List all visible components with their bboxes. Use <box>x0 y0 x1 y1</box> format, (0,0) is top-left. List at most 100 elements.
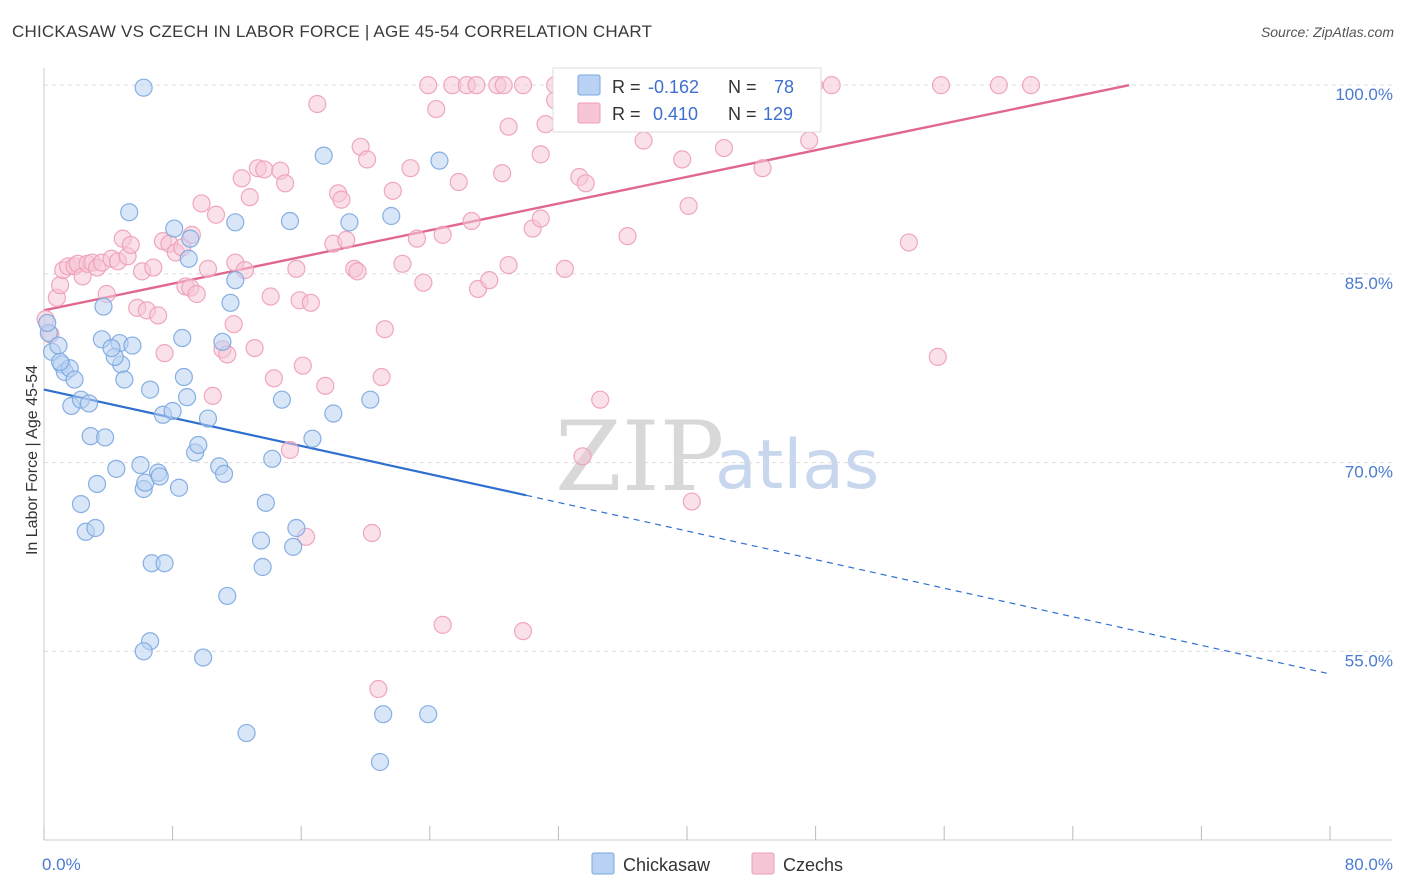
point-czechs <box>433 615 452 634</box>
point-chickasaw <box>71 494 91 514</box>
point-czechs <box>800 131 819 150</box>
point-czechs <box>240 188 259 207</box>
point-chickasaw <box>150 467 169 486</box>
y-axis-label: In Labor Force | Age 45-54 <box>24 365 41 555</box>
stats-legend-r-value-2: 0.410 <box>653 104 698 124</box>
point-czechs <box>679 196 698 216</box>
point-chickasaw <box>314 146 333 165</box>
point-czechs <box>198 259 218 278</box>
point-chickasaw <box>79 394 99 413</box>
point-czechs <box>419 76 438 95</box>
point-chickasaw <box>179 249 198 268</box>
point-czechs <box>531 145 550 164</box>
point-czechs <box>187 284 206 304</box>
data-points <box>36 76 1041 772</box>
y-tick-labels: 100.0% 85.0% 70.0% 55.0% <box>1335 85 1393 670</box>
x-tick-label-min: 0.0% <box>42 855 81 874</box>
legend-swatch-chickasaw <box>591 852 615 875</box>
point-czechs <box>634 131 653 150</box>
point-czechs <box>224 315 243 334</box>
point-chickasaw <box>177 388 197 407</box>
point-czechs <box>358 150 377 169</box>
point-chickasaw <box>115 370 134 389</box>
point-czechs <box>393 254 412 273</box>
point-czechs <box>462 211 481 231</box>
point-chickasaw <box>174 367 193 387</box>
point-czechs <box>899 233 918 252</box>
point-czechs <box>121 235 140 255</box>
point-chickasaw <box>430 151 449 170</box>
source-note: Source: ZipAtlas.com <box>1260 24 1394 40</box>
point-chickasaw <box>169 478 189 497</box>
point-czechs <box>337 230 356 250</box>
trendline-chickasaw-dashed <box>526 494 1331 675</box>
point-czechs <box>316 376 335 395</box>
stats-legend-r-label-2: R = <box>612 104 641 124</box>
stats-legend-n-label-1: N = <box>728 77 757 97</box>
point-chickasaw <box>134 642 153 661</box>
point-chickasaw <box>65 370 84 389</box>
point-czechs <box>149 306 168 325</box>
point-czechs <box>573 447 592 466</box>
point-chickasaw <box>198 409 218 428</box>
point-chickasaw <box>87 474 107 494</box>
point-czechs <box>50 276 70 295</box>
point-czechs <box>433 225 452 244</box>
point-chickasaw <box>214 464 234 484</box>
point-czechs <box>261 287 280 306</box>
point-chickasaw <box>324 404 343 423</box>
point-czechs <box>931 76 951 95</box>
point-czechs <box>480 271 499 290</box>
point-chickasaw <box>165 219 184 238</box>
point-czechs <box>308 94 327 114</box>
point-czechs <box>369 679 388 699</box>
point-chickasaw <box>237 723 256 743</box>
point-chickasaw <box>340 213 359 232</box>
point-czechs <box>255 160 274 179</box>
point-czechs <box>332 190 351 209</box>
point-czechs <box>449 172 468 192</box>
point-czechs <box>714 138 734 158</box>
point-czechs <box>401 159 420 178</box>
point-chickasaw <box>213 332 232 351</box>
point-chickasaw <box>49 336 68 355</box>
point-czechs <box>531 209 550 228</box>
axes <box>43 68 1392 841</box>
point-czechs <box>513 622 533 641</box>
point-chickasaw <box>94 297 113 316</box>
point-chickasaw <box>226 213 245 232</box>
point-czechs <box>989 76 1008 95</box>
point-chickasaw <box>218 586 237 606</box>
point-czechs <box>144 258 163 277</box>
stats-legend-r-value-1: -0.162 <box>648 77 699 97</box>
point-czechs <box>383 181 402 200</box>
point-chickasaw <box>38 313 57 333</box>
point-czechs <box>753 159 772 178</box>
point-czechs <box>348 262 367 281</box>
point-czechs <box>499 117 518 136</box>
point-czechs <box>203 386 222 406</box>
chart-title: CHICKASAW VS CZECH IN LABOR FORCE | AGE … <box>12 22 653 41</box>
point-chickasaw <box>419 705 438 724</box>
point-czechs <box>499 255 518 275</box>
stats-legend-n-value-1: 78 <box>774 77 794 97</box>
point-chickasaw <box>284 537 303 556</box>
point-chickasaw <box>140 380 160 399</box>
point-chickasaw <box>86 518 105 538</box>
point-chickasaw <box>303 429 322 448</box>
point-chickasaw <box>370 752 390 772</box>
point-czechs <box>245 338 264 358</box>
point-chickasaw <box>173 328 192 348</box>
point-czechs <box>673 150 692 169</box>
point-chickasaw <box>253 557 272 577</box>
point-czechs <box>155 344 174 363</box>
point-czechs <box>206 205 226 224</box>
legend-label-chickasaw: Chickasaw <box>623 855 711 875</box>
point-chickasaw <box>382 206 401 226</box>
point-czechs <box>232 169 251 188</box>
point-czechs <box>287 259 306 278</box>
point-chickasaw <box>155 554 174 573</box>
point-czechs <box>591 390 610 409</box>
point-chickasaw <box>189 435 208 455</box>
